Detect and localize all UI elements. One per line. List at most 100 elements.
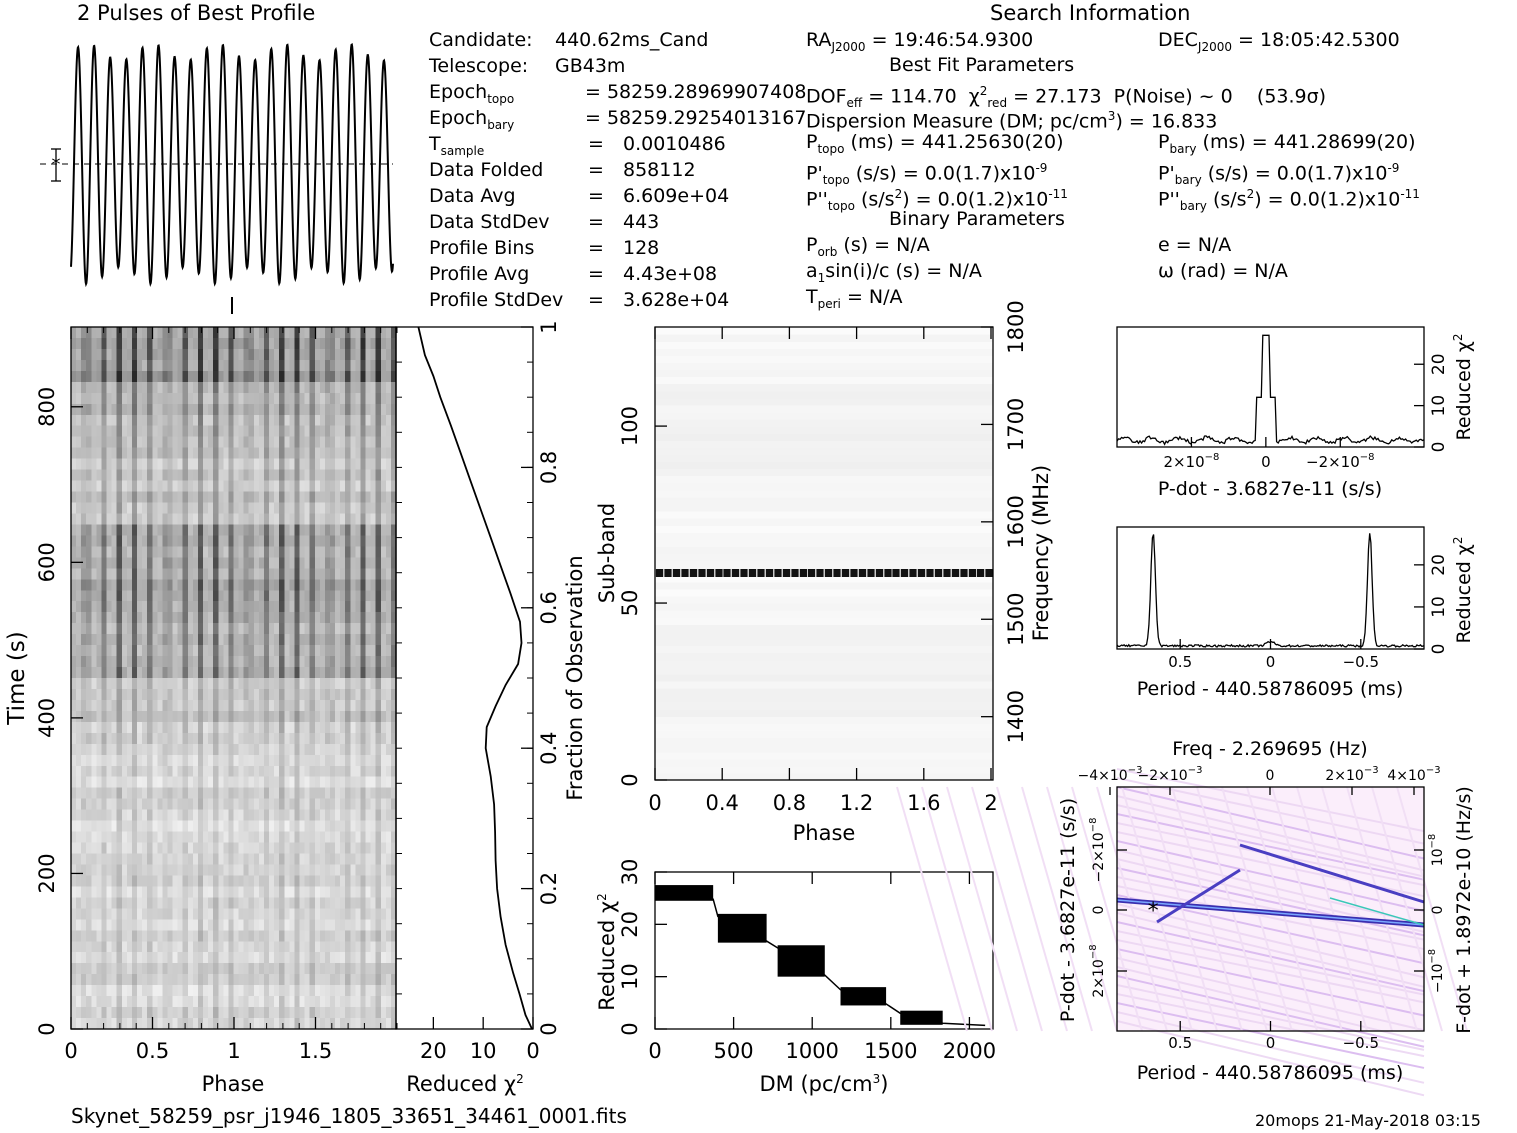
heatmap-cell bbox=[81, 919, 87, 931]
subband-row bbox=[655, 666, 993, 675]
heatmap-cell bbox=[157, 1018, 164, 1030]
heatmap-cell bbox=[137, 831, 143, 844]
heatmap-cell bbox=[365, 590, 372, 602]
heatmap-cell bbox=[380, 798, 387, 811]
heatmap-cell bbox=[152, 963, 158, 975]
heatmap-cell bbox=[228, 414, 235, 427]
heatmap-cell bbox=[192, 963, 199, 975]
heatmap-cell bbox=[142, 469, 148, 482]
heatmap-cell bbox=[182, 513, 189, 526]
subband-row bbox=[655, 673, 993, 682]
heatmap-cell bbox=[81, 963, 87, 975]
heatmap-cell bbox=[324, 908, 331, 920]
heatmap-cell bbox=[340, 699, 346, 712]
heatmap-cell bbox=[126, 875, 133, 888]
heatmap-cell bbox=[137, 502, 143, 515]
heatmap-cell bbox=[182, 1007, 189, 1019]
heatmap-cell bbox=[152, 875, 158, 888]
heatmap-cell bbox=[197, 337, 204, 350]
heatmap-cell bbox=[116, 425, 123, 438]
heatmap-cell bbox=[177, 491, 184, 504]
heatmap-cell bbox=[243, 996, 250, 1008]
heatmap-cell bbox=[147, 546, 153, 558]
heatmap-cell bbox=[192, 908, 199, 920]
heatmap-cell bbox=[223, 381, 230, 394]
heatmap-cell bbox=[289, 480, 296, 493]
heatmap-cell bbox=[365, 337, 372, 350]
heatmap-cell bbox=[380, 557, 387, 569]
heatmap-cell bbox=[192, 359, 199, 372]
heatmap-cell bbox=[91, 403, 97, 416]
heatmap-cell bbox=[243, 678, 250, 690]
heatmap-cell bbox=[167, 710, 174, 723]
heatmap-cell bbox=[131, 897, 138, 909]
heatmap-cell bbox=[228, 645, 235, 657]
heatmap-cell bbox=[324, 381, 331, 394]
heatmap-cell bbox=[147, 765, 153, 778]
heatmap-cell bbox=[126, 798, 133, 811]
heatmap-cell bbox=[233, 337, 240, 350]
heatmap-cell bbox=[96, 601, 103, 613]
heatmap-cell bbox=[213, 710, 219, 723]
heatmap-cell bbox=[223, 1007, 230, 1019]
heatmap-cell bbox=[304, 403, 311, 416]
heatmap-cell bbox=[213, 842, 219, 855]
heatmap-cell bbox=[309, 831, 316, 844]
heatmap-cell bbox=[309, 732, 316, 745]
heatmap-cell bbox=[243, 370, 250, 383]
heatmap-cell bbox=[304, 392, 311, 405]
heatmap-cell bbox=[380, 886, 387, 898]
heatmap-cell bbox=[360, 337, 367, 350]
heatmap-cell bbox=[187, 721, 194, 734]
heatmap-cell bbox=[126, 952, 133, 964]
heatmap-cell bbox=[162, 688, 169, 701]
heatmap-cell bbox=[253, 513, 260, 526]
heatmap-cell bbox=[213, 348, 219, 361]
heatmap-cell bbox=[208, 886, 214, 898]
heatmap-cell bbox=[274, 612, 280, 624]
map-contour bbox=[1146, 786, 1218, 1032]
heatmap-cell bbox=[370, 359, 377, 372]
heatmap-cell bbox=[81, 491, 87, 504]
heatmap-cell bbox=[253, 985, 260, 997]
heatmap-cell bbox=[258, 327, 265, 339]
heatmap-cell bbox=[157, 403, 164, 416]
heatmap-cell bbox=[208, 579, 214, 591]
heatmap-cell bbox=[294, 337, 301, 350]
heatmap-cell bbox=[187, 930, 194, 942]
heatmap-cell bbox=[289, 732, 296, 745]
heatmap-cell bbox=[284, 359, 290, 372]
heatmap-cell bbox=[96, 853, 103, 866]
heatmap-cell bbox=[182, 897, 189, 909]
heatmap-cell bbox=[360, 963, 367, 975]
heatmap-cell bbox=[157, 469, 164, 482]
heatmap-cell bbox=[167, 699, 174, 712]
heatmap-cell bbox=[192, 634, 199, 646]
heatmap-cell bbox=[309, 776, 316, 789]
heatmap-cell bbox=[208, 612, 214, 624]
heatmap-cell bbox=[228, 502, 235, 515]
heatmap-cell bbox=[182, 436, 189, 449]
heatmap-cell bbox=[213, 974, 219, 986]
heatmap-cell bbox=[142, 776, 148, 789]
heatmap-cell bbox=[142, 414, 148, 427]
heatmap-cell bbox=[121, 963, 128, 975]
heatmap-cell bbox=[385, 458, 392, 471]
heatmap-cell bbox=[116, 370, 123, 383]
heatmap-cell bbox=[269, 1018, 275, 1030]
heatmap-cell bbox=[218, 370, 224, 383]
axis-label: Reduced χ2 bbox=[406, 1072, 523, 1096]
heatmap-cell bbox=[81, 952, 87, 964]
heatmap-cell bbox=[116, 414, 123, 427]
heatmap-cell bbox=[304, 754, 311, 767]
heatmap-cell bbox=[390, 524, 397, 537]
heatmap-cell bbox=[177, 579, 184, 591]
heatmap-cell bbox=[157, 546, 164, 558]
heatmap-cell bbox=[253, 656, 260, 668]
tick-label: −2×10−8 bbox=[1306, 452, 1375, 471]
heatmap-cell bbox=[370, 787, 377, 800]
heatmap-cell bbox=[294, 557, 301, 569]
heatmap-cell bbox=[243, 436, 250, 449]
heatmap-cell bbox=[248, 590, 255, 602]
heatmap-cell bbox=[238, 864, 245, 877]
